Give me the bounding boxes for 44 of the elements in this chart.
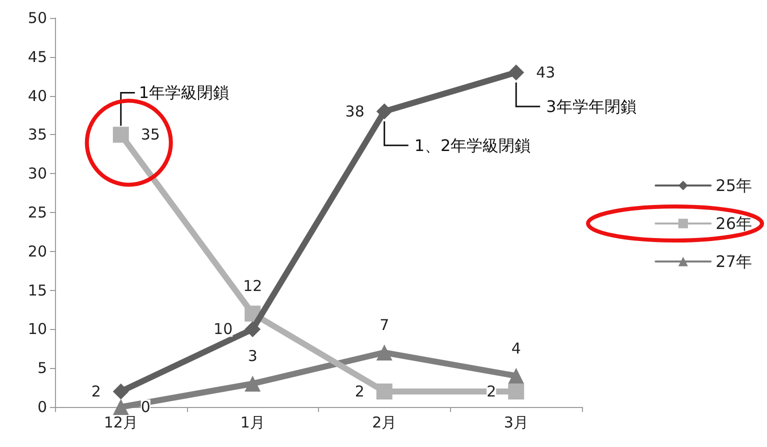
data-label: 12 <box>243 277 262 296</box>
data-label: 2 <box>91 382 101 400</box>
x-tick-label: 2月 <box>372 414 397 432</box>
y-tick-label: 35 <box>28 126 47 144</box>
data-label: 43 <box>536 63 556 82</box>
y-tick-label: 30 <box>28 164 47 183</box>
point <box>508 64 524 80</box>
legend-label: 25年 <box>716 176 752 195</box>
data-label: 35 <box>140 126 160 144</box>
annotation: 3年学年閉鎖 <box>546 96 636 116</box>
x-tick-label: 3月 <box>504 414 528 432</box>
y-tick-label: 5 <box>37 359 47 378</box>
y-tick-label: 50 <box>28 9 47 27</box>
point <box>112 126 129 143</box>
point <box>376 103 392 120</box>
legend-label: 27年 <box>716 252 752 271</box>
data-label: 10 <box>214 320 233 338</box>
y-tick-label: 20 <box>28 242 47 260</box>
y-tick-label: 10 <box>28 320 47 338</box>
point <box>112 383 129 400</box>
point <box>376 344 392 361</box>
point <box>244 321 261 338</box>
data-label: 3 <box>248 347 258 366</box>
y-tick-label: 45 <box>28 48 47 66</box>
point <box>112 399 129 415</box>
point <box>508 383 524 400</box>
point <box>244 376 261 392</box>
data-label: 0 <box>140 398 150 416</box>
x-tick-label: 12月 <box>104 414 138 432</box>
data-label: 2 <box>354 382 364 400</box>
y-tick-label: 15 <box>28 281 47 300</box>
legend-label: 26年 <box>716 214 752 233</box>
annotation: 1、2年学級閉鎖 <box>414 136 531 155</box>
x-tick-label: 1月 <box>240 414 265 432</box>
point <box>508 368 524 384</box>
data-label: 4 <box>511 339 521 358</box>
data-label: 38 <box>345 102 364 120</box>
y-tick-label: 0 <box>37 398 47 416</box>
annotation: 1年学級閉鎖 <box>138 83 230 102</box>
y-tick-label: 40 <box>28 86 47 105</box>
y-tick-label: 25 <box>28 204 47 222</box>
point <box>376 383 392 400</box>
data-label: 2 <box>486 382 496 400</box>
data-label: 7 <box>380 316 390 334</box>
